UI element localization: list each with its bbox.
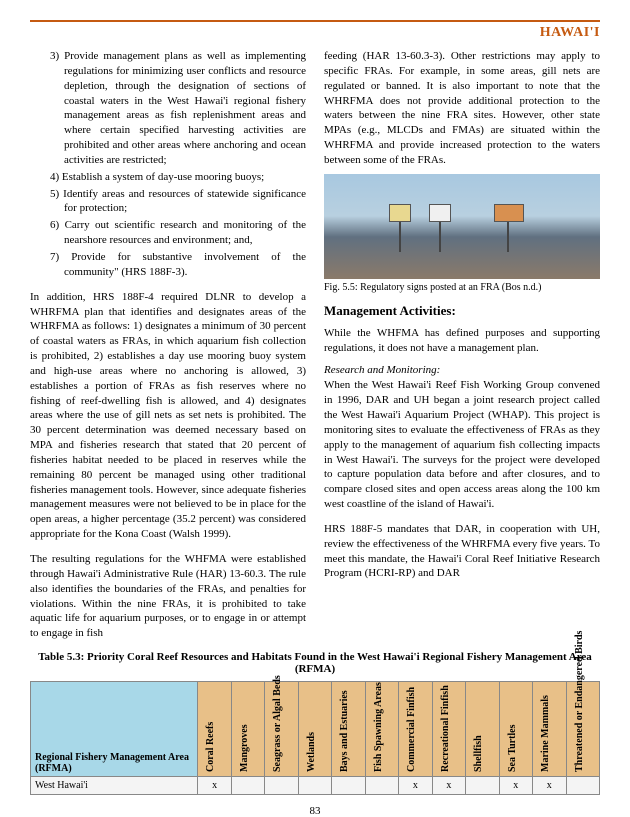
figure-image [324, 174, 600, 279]
paragraph-feeding: feeding (HAR 13-60.3-3). Other restricti… [324, 49, 600, 168]
cell [365, 777, 398, 795]
col-shellfish: Shellfish [466, 682, 499, 777]
table-row: West Hawai'i x x x x x [31, 777, 600, 795]
left-column: 3) Provide management plans as well as i… [30, 49, 306, 641]
cell [298, 777, 331, 795]
cell: x [399, 777, 432, 795]
figure-5-5: Fig. 5.5: Regulatory signs posted at an … [324, 174, 600, 295]
col-coral-reefs: Coral Reefs [198, 682, 231, 777]
list-item-4: 4) Establish a system of day-use mooring… [50, 170, 306, 185]
list-item-5: 5) Identify areas and resources of state… [50, 187, 306, 217]
post-icon [507, 222, 509, 252]
paragraph-whap: When the West Hawai'i Reef Fish Working … [324, 378, 600, 512]
right-column: feeding (HAR 13-60.3-3). Other restricti… [324, 49, 600, 641]
cell [231, 777, 264, 795]
paragraph-hrs188f5: HRS 188F-5 mandates that DAR, in coopera… [324, 522, 600, 581]
cell: x [198, 777, 231, 795]
col-wetlands: Wetlands [298, 682, 331, 777]
post-icon [399, 222, 401, 252]
table-5-3-title: Table 5.3: Priority Coral Reef Resources… [30, 651, 600, 675]
col-commercial: Commercial Finfish [399, 682, 432, 777]
management-activities-heading: Management Activities: [324, 302, 600, 320]
cell [332, 777, 365, 795]
research-monitoring-heading: Research and Monitoring: [324, 363, 600, 378]
paragraph-hrs188f4: In addition, HRS 188F-4 required DLNR to… [30, 290, 306, 542]
cell [566, 777, 600, 795]
page-number: 83 [30, 805, 600, 817]
cell [466, 777, 499, 795]
sign-icon [429, 204, 451, 222]
list-item-7: 7) Provide for substantive involvement o… [50, 250, 306, 280]
cell: x [533, 777, 566, 795]
col-bays: Bays and Estuaries [332, 682, 365, 777]
figure-caption: Fig. 5.5: Regulatory signs posted at an … [324, 281, 600, 295]
row-name: West Hawai'i [31, 777, 198, 795]
paragraph-whfma-plan: While the WHFMA has defined purposes and… [324, 326, 600, 356]
col-mangroves: Mangroves [231, 682, 264, 777]
list-item-6: 6) Carry out scientific research and mon… [50, 218, 306, 248]
row-header-cell: Regional Fishery Management Area (RFMA) [31, 682, 198, 777]
col-sea-turtles: Sea Turtles [499, 682, 532, 777]
cell: x [499, 777, 532, 795]
paragraph-regulations: The resulting regulations for the WHFMA … [30, 552, 306, 641]
table-header-row: Regional Fishery Management Area (RFMA) … [31, 682, 600, 777]
col-fish-spawn: Fish Spawning Areas [365, 682, 398, 777]
col-seagrass: Seagrass or Algal Beds [265, 682, 298, 777]
col-threatened: Threatened or Endangered Birds [566, 682, 600, 777]
two-column-layout: 3) Provide management plans as well as i… [30, 49, 600, 641]
cell: x [432, 777, 465, 795]
sign-icon [494, 204, 524, 222]
col-recreational: Recreational Finfish [432, 682, 465, 777]
sign-icon [389, 204, 411, 222]
list-item-3: 3) Provide management plans as well as i… [50, 49, 306, 168]
page-header-title: HAWAI'I [30, 25, 600, 41]
post-icon [439, 222, 441, 252]
cell [265, 777, 298, 795]
col-marine-mammals: Marine Mammals [533, 682, 566, 777]
header-divider [30, 20, 600, 22]
coral-reef-table: Regional Fishery Management Area (RFMA) … [30, 681, 600, 795]
numbered-list: 3) Provide management plans as well as i… [30, 49, 306, 280]
